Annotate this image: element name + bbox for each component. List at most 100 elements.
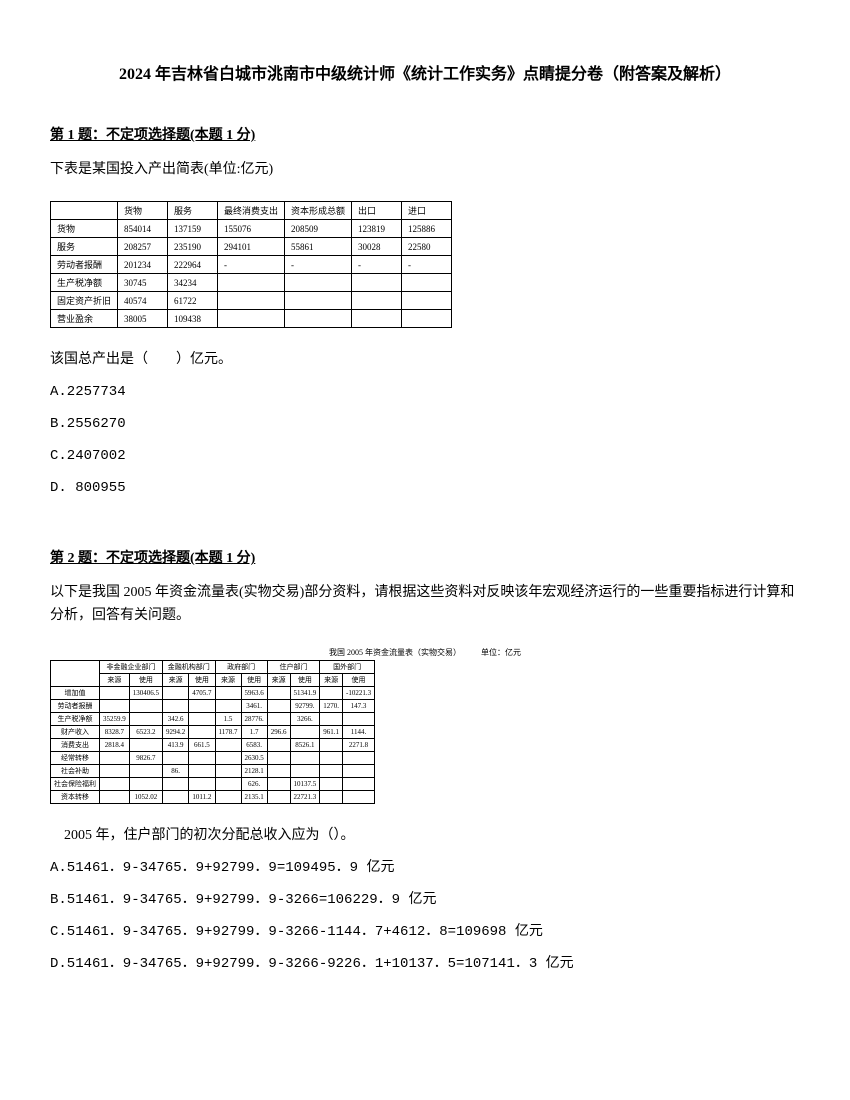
- table-cell: [215, 791, 241, 804]
- table-cell: 财产收入: [51, 726, 100, 739]
- table-cell: 30028: [352, 238, 402, 256]
- table-cell: 使用: [241, 674, 267, 687]
- table-cell: [163, 687, 189, 700]
- table-cell: 消费支出: [51, 739, 100, 752]
- table-cell: [343, 752, 375, 765]
- table-cell: 劳动者报酬: [51, 700, 100, 713]
- table-cell: [129, 765, 162, 778]
- option-d: D. 800955: [50, 474, 800, 502]
- table-cell: 住户部门: [267, 661, 320, 674]
- table-cell: 55861: [285, 238, 352, 256]
- table-cell: [285, 292, 352, 310]
- table-cell: 来源: [267, 674, 290, 687]
- table-cell: -: [285, 256, 352, 274]
- table-cell: 6583.: [241, 739, 267, 752]
- table-cell: 294101: [218, 238, 285, 256]
- option-b: B.2556270: [50, 410, 800, 438]
- table-cell: 经常转移: [51, 752, 100, 765]
- table-cell: 51341.9: [290, 687, 320, 700]
- table-cell: 9826.7: [129, 752, 162, 765]
- table-cell: [163, 791, 189, 804]
- table-cell: 资本转移: [51, 791, 100, 804]
- table-cell: 626.: [241, 778, 267, 791]
- option-a: A.2257734: [50, 378, 800, 406]
- table-cell: 35259.9: [100, 713, 130, 726]
- table-cell: [100, 778, 130, 791]
- table-cell: [343, 791, 375, 804]
- table-cell: 货物: [51, 220, 118, 238]
- table-cell: 10137.5: [290, 778, 320, 791]
- table-cell: [285, 310, 352, 328]
- table-cell: [51, 202, 118, 220]
- table-cell: 155076: [218, 220, 285, 238]
- table-cell: 296.6: [267, 726, 290, 739]
- table-cell: [215, 687, 241, 700]
- table-cell: [290, 752, 320, 765]
- table-cell: [215, 765, 241, 778]
- table-cell: 9294.2: [163, 726, 189, 739]
- q2-stem: 2005 年，住户部门的初次分配总收入应为（）。: [50, 824, 800, 844]
- table-cell: -: [402, 256, 452, 274]
- table-cell: 增加值: [51, 687, 100, 700]
- table-cell: [189, 726, 215, 739]
- table-cell: 非金融企业部门: [100, 661, 163, 674]
- table-cell: [402, 310, 452, 328]
- table-cell: [129, 713, 162, 726]
- option-d: D.51461．9-34765．9+92799．9-3266-9226．1+10…: [50, 950, 800, 978]
- table-cell: 22721.3: [290, 791, 320, 804]
- table-cell: 201234: [118, 256, 168, 274]
- q1-table: 货物 服务 最终消费支出 资本形成总额 出口 进口 货物 854014 1371…: [50, 201, 452, 328]
- table-cell: [215, 752, 241, 765]
- table-cell: 来源: [163, 674, 189, 687]
- table-cell: 28776.: [241, 713, 267, 726]
- table-cell: [267, 739, 290, 752]
- table-cell: 661.5: [189, 739, 215, 752]
- table-cell: 来源: [100, 674, 130, 687]
- table-cell: 来源: [215, 674, 241, 687]
- table-cell: [129, 700, 162, 713]
- table-cell: [320, 791, 343, 804]
- table-cell: 金融机构部门: [163, 661, 216, 674]
- table-cell: [189, 700, 215, 713]
- table-cell: [343, 778, 375, 791]
- table-cell: 1144.: [343, 726, 375, 739]
- table-cell: 8328.7: [100, 726, 130, 739]
- table-cell: 政府部门: [215, 661, 267, 674]
- option-b: B.51461．9-34765．9+92799．9-3266=106229．9 …: [50, 886, 800, 914]
- table-cell: 2135.1: [241, 791, 267, 804]
- table-cell: 进口: [402, 202, 452, 220]
- table-cell: [51, 661, 100, 687]
- table-cell: 342.6: [163, 713, 189, 726]
- page-title: 2024 年吉林省白城市洮南市中级统计师《统计工作实务》点睛提分卷（附答案及解析…: [50, 60, 800, 84]
- table-cell: 34234: [168, 274, 218, 292]
- table-cell: 3266.: [290, 713, 320, 726]
- q2-table-title: 我国 2005 年资金流量表（实物交易） 单位：亿元: [50, 647, 800, 658]
- table-cell: [189, 752, 215, 765]
- table-cell: [267, 713, 290, 726]
- table-cell: [320, 739, 343, 752]
- table-cell: 2128.1: [241, 765, 267, 778]
- table-cell: [320, 752, 343, 765]
- table-cell: [285, 274, 352, 292]
- table-cell: 5963.6: [241, 687, 267, 700]
- table-cell: 137159: [168, 220, 218, 238]
- table-cell: 61722: [168, 292, 218, 310]
- table-cell: 使用: [343, 674, 375, 687]
- q1-stem: 该国总产出是（ ）亿元。: [50, 348, 800, 368]
- table-cell: 1052.02: [129, 791, 162, 804]
- table-cell: [343, 765, 375, 778]
- table-cell: [320, 765, 343, 778]
- table-cell: 2630.5: [241, 752, 267, 765]
- table-cell: [100, 700, 130, 713]
- table-cell: 生产税净额: [51, 274, 118, 292]
- table-cell: 社会补助: [51, 765, 100, 778]
- q1-text: 下表是某国投入产出简表(单位:亿元): [50, 159, 800, 181]
- table-cell: [402, 274, 452, 292]
- table-cell: [320, 713, 343, 726]
- table-cell: [290, 765, 320, 778]
- table-cell: 资本形成总额: [285, 202, 352, 220]
- table-cell: [267, 791, 290, 804]
- table-cell: [352, 292, 402, 310]
- table-cell: 1011.2: [189, 791, 215, 804]
- table-cell: [320, 778, 343, 791]
